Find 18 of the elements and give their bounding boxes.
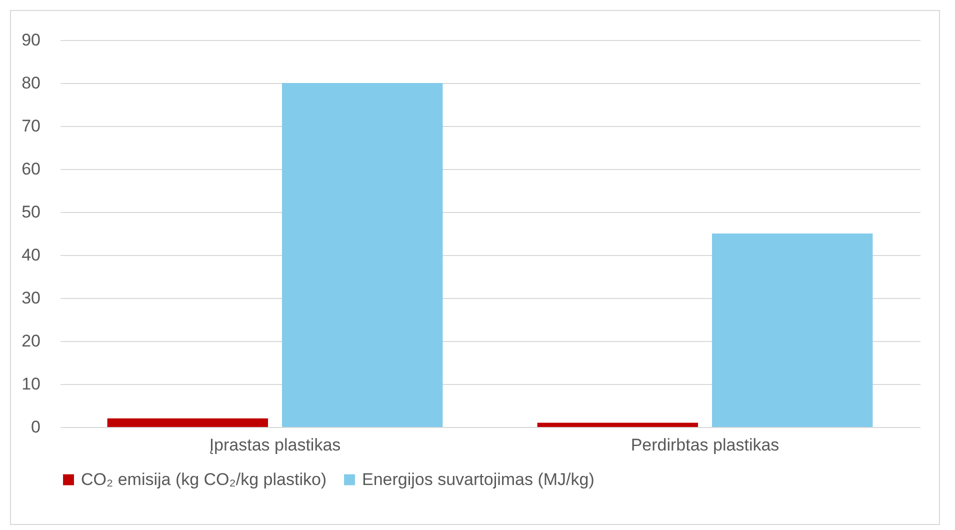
y-tick-label: 90 <box>22 30 40 50</box>
y-tick-label: 50 <box>22 202 40 222</box>
bar <box>107 418 268 427</box>
y-tick-label: 80 <box>22 74 40 92</box>
bar <box>712 234 873 427</box>
y-tick-label: 30 <box>22 288 40 308</box>
legend-label: Energijos suvartojimas (MJ/kg) <box>362 470 594 489</box>
y-tick-label: 0 <box>31 418 40 436</box>
y-tick-label: 20 <box>22 332 40 350</box>
y-tick-label: 40 <box>22 246 40 264</box>
y-tick-label: 60 <box>22 160 40 178</box>
bar <box>537 422 698 427</box>
y-tick-label: 70 <box>22 116 40 136</box>
x-tick-label: Įprastas plastikas <box>209 436 341 454</box>
y-tick-label: 10 <box>22 374 40 394</box>
bar <box>282 83 443 427</box>
x-tick-label: Perdirbtas plastikas <box>630 436 780 454</box>
legend-label: CO₂ emisija (kg CO₂/kg plastiko) <box>81 470 327 489</box>
